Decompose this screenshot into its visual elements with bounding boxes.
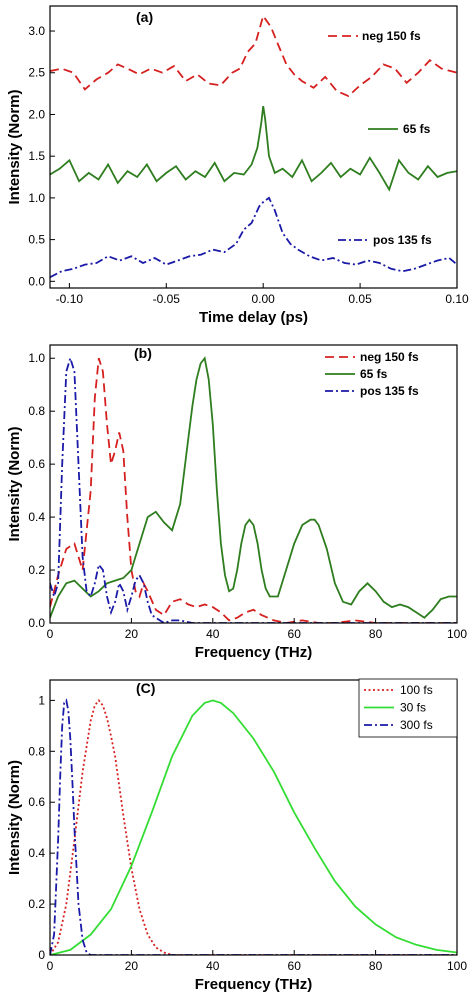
panel-1-series-1-line [50, 13, 457, 98]
panel-2-y-tick-label: 0.6 [28, 457, 45, 471]
panel-2-panel-label: (b) [134, 345, 152, 361]
panel-1-x-axis-title: Time delay (ps) [199, 309, 308, 326]
panel-2-y-tick-label: 0.4 [28, 510, 45, 524]
panel-3-x-tick-label: 60 [288, 959, 302, 973]
panel-2-legend-label-3: pos 135 fs [360, 384, 419, 398]
panel-3-x-axis-title: Frequency (THz) [195, 976, 313, 993]
panel-3-series-1-line [50, 698, 457, 955]
panel-2-x-tick-label: 20 [125, 627, 139, 641]
panel-1-x-tick-label: -0.05 [153, 292, 181, 306]
panel-3-y-tick-label: 0.6 [28, 795, 45, 809]
panel-3-x-tick-label: 80 [369, 959, 383, 973]
panel-1-y-tick-label: 2.5 [28, 66, 45, 80]
panel-2-series-3-line [50, 355, 457, 623]
panel-2-x-axis-title: Frequency (THz) [195, 644, 313, 661]
panel-3-y-tick-label: 0.4 [28, 846, 45, 860]
panel-1-y-tick-label: 0.5 [28, 233, 45, 247]
panel-2-legend-label-2: 65 fs [360, 367, 388, 381]
panel-2-x-tick-label: 100 [447, 627, 467, 641]
panel-1-x-tick-label: -0.10 [56, 292, 84, 306]
panel-3-x-tick-label: 100 [447, 959, 467, 973]
panel-1-legend-label-2: 65 fs [403, 122, 431, 136]
panel-3-legend-label-3: 300 fs [400, 718, 433, 732]
panel-2-y-tick-label: 0.8 [28, 404, 45, 418]
panel-1-x-tick-label: 0.00 [252, 292, 276, 306]
panel-3-y-tick-label: 0 [38, 948, 45, 962]
panel-3-y-tick-label: 0.2 [28, 897, 45, 911]
panel-1-y-tick-label: 0.0 [28, 274, 45, 288]
panel-1-y-tick-label: 1.5 [28, 149, 45, 163]
panel-2-x-tick-label: 0 [47, 627, 54, 641]
panel-3-y-tick-label: 1 [38, 693, 45, 707]
panel-2-y-tick-label: 1.0 [28, 351, 45, 365]
panel-1-plot-frame [49, 5, 458, 289]
panel-2-y-tick-label: 0.2 [28, 563, 45, 577]
panel-1-x-tick-label: 0.10 [445, 292, 469, 306]
panel-1-legend-label-1: neg 150 fs [362, 29, 421, 43]
panel-2-y-axis-title: Intensity (Norm) [6, 426, 23, 541]
panel-3-series-3-line [50, 698, 457, 955]
panel-2-x-tick-label: 60 [288, 627, 302, 641]
panel-3-y-axis-title: Intensity (Norm) [6, 760, 23, 875]
panel-1-y-axis-title: Intensity (Norm) [6, 89, 23, 204]
panel-1-y-tick-label: 2.0 [28, 107, 45, 121]
panel-1-series-3-line [50, 196, 457, 279]
panel-3-y-tick-label: 0.8 [28, 744, 45, 758]
panel-3-x-tick-label: 40 [206, 959, 220, 973]
panel-3-x-tick-label: 0 [47, 959, 54, 973]
panel-2-y-tick-label: 0.0 [28, 616, 45, 630]
panel-2-series-2-line [50, 356, 457, 619]
panel-2-series-1-line [50, 357, 457, 623]
panel-1-y-tick-label: 3.0 [28, 24, 45, 38]
panel-3-x-tick-label: 20 [125, 959, 139, 973]
panel-1-panel-label: (a) [136, 9, 153, 25]
panel-2-x-tick-label: 40 [206, 627, 220, 641]
panel-1-y-tick-label: 1.0 [28, 191, 45, 205]
panel-3-series-2-line [50, 699, 457, 955]
panel-3-plot-frame [49, 679, 458, 956]
panel-2-plot-frame [49, 344, 458, 624]
panel-2-x-tick-label: 80 [369, 627, 383, 641]
panel-3-panel-label: (C) [136, 680, 155, 696]
panel-1-series-2-line [50, 105, 457, 192]
panel-1-legend-label-3: pos 135 fs [373, 233, 432, 247]
panel-1-x-tick-label: 0.05 [348, 292, 372, 306]
panel-3-legend-label-1: 100 fs [400, 683, 433, 697]
panel-3-legend-label-2: 30 fs [400, 701, 426, 715]
panel-2-legend-label-1: neg 150 fs [360, 350, 419, 364]
